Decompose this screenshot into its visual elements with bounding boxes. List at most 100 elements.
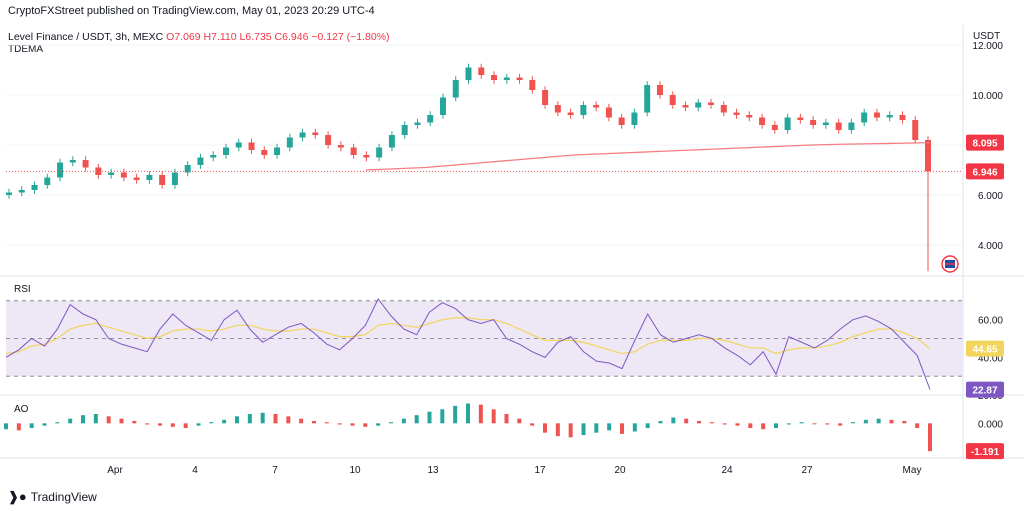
ao-bar xyxy=(119,418,124,424)
candle xyxy=(873,112,880,118)
candle xyxy=(695,102,702,108)
ao-bar xyxy=(440,409,445,424)
tdema-line xyxy=(365,141,931,171)
candle xyxy=(171,172,178,185)
candle xyxy=(580,105,587,115)
candle xyxy=(312,132,319,135)
candle xyxy=(593,105,600,108)
price-tick-label: 4.000 xyxy=(978,241,1003,252)
candle xyxy=(350,147,357,155)
candle xyxy=(427,115,434,123)
candle xyxy=(210,155,217,158)
ao-bar xyxy=(170,423,175,427)
candle xyxy=(31,185,38,190)
candle xyxy=(631,112,638,125)
last-price-badge xyxy=(966,163,1004,180)
ao-bar xyxy=(748,423,753,428)
candle xyxy=(822,122,829,125)
candle xyxy=(261,150,268,155)
ao-bar xyxy=(286,416,291,424)
candle xyxy=(720,105,727,113)
ao-bar xyxy=(196,423,201,426)
ao-bar xyxy=(247,414,252,424)
candle xyxy=(605,107,612,118)
candle xyxy=(644,85,651,113)
last-price-badge-text: 6.946 xyxy=(972,167,997,178)
candle xyxy=(18,190,25,193)
ao-bar xyxy=(350,423,355,426)
tdema-label: TDEMA xyxy=(8,44,43,55)
ao-bar xyxy=(389,422,393,424)
ao-bar xyxy=(786,423,791,425)
ao-bar xyxy=(453,405,458,424)
time-tick-label: 7 xyxy=(272,465,278,476)
candle xyxy=(44,177,51,185)
rsi-ma-line xyxy=(5,317,931,355)
ao-bar xyxy=(568,423,573,438)
ao-bar xyxy=(478,404,483,424)
candle xyxy=(108,172,115,175)
candle xyxy=(197,157,204,165)
time-tick-label: Apr xyxy=(107,465,123,476)
ao-bar xyxy=(363,423,368,427)
rsi-line xyxy=(5,297,931,390)
candle xyxy=(618,117,625,125)
time-tick-label: 24 xyxy=(721,465,733,476)
ao-bar xyxy=(658,421,663,424)
candle xyxy=(516,77,523,80)
ao-bar xyxy=(799,422,804,424)
price-tick-label: 12.000 xyxy=(972,41,1003,52)
ao-bar xyxy=(466,403,470,424)
symbol-name: Level Finance / USDT, 3h, MEXC xyxy=(8,31,164,43)
rsi-value-badge xyxy=(966,381,1004,398)
candle xyxy=(503,77,510,80)
ao-bar xyxy=(42,423,47,426)
rsi-tick-label: 40.00 xyxy=(978,353,1003,364)
ao-bar xyxy=(851,422,855,424)
ao-bar xyxy=(260,412,265,424)
tradingview-footer[interactable]: ❱● TradingView xyxy=(8,489,97,505)
ao-bar xyxy=(337,423,342,425)
ao-bar xyxy=(427,411,432,424)
time-tick-label: 20 xyxy=(614,465,626,476)
candle xyxy=(567,112,574,115)
currency-label: USDT xyxy=(973,31,1001,42)
ao-bar xyxy=(838,423,843,426)
ao-bar xyxy=(504,414,509,424)
ao-bar xyxy=(183,423,188,428)
candle xyxy=(542,90,549,105)
ao-bar xyxy=(312,421,316,424)
ao-bar xyxy=(555,423,560,437)
tdema-price-badge-text: 8.095 xyxy=(972,139,997,150)
candle xyxy=(771,125,778,130)
ao-bar xyxy=(697,421,701,424)
published-caption: CryptoFXStreet published on TradingView.… xyxy=(8,5,375,17)
candle xyxy=(6,192,12,195)
ao-bar xyxy=(684,418,689,424)
candle xyxy=(452,80,459,98)
candle xyxy=(235,142,242,148)
ao-bar xyxy=(709,422,714,424)
candle xyxy=(388,135,395,148)
ao-bar xyxy=(132,421,137,424)
ao-bar xyxy=(491,409,496,424)
rsi-label: RSI xyxy=(14,284,31,295)
price-tick-label: 6.000 xyxy=(978,191,1003,202)
ao-bar xyxy=(825,423,830,425)
ao-value-badge-text: -1.191 xyxy=(971,447,1000,458)
rsi-tick-label: 60.00 xyxy=(978,316,1003,327)
candle xyxy=(222,147,229,155)
candle xyxy=(899,115,906,120)
ao-bar xyxy=(581,423,586,435)
time-tick-label: 4 xyxy=(192,465,198,476)
candle xyxy=(669,95,676,105)
candle xyxy=(797,117,804,120)
candle xyxy=(656,85,663,95)
ao-bar xyxy=(620,423,624,434)
rsi-value-badge-text: 22.87 xyxy=(972,386,997,397)
ao-bar xyxy=(863,419,868,424)
candle xyxy=(848,122,855,130)
ao-bar xyxy=(543,423,547,433)
tdema-price-badge xyxy=(966,134,1004,151)
